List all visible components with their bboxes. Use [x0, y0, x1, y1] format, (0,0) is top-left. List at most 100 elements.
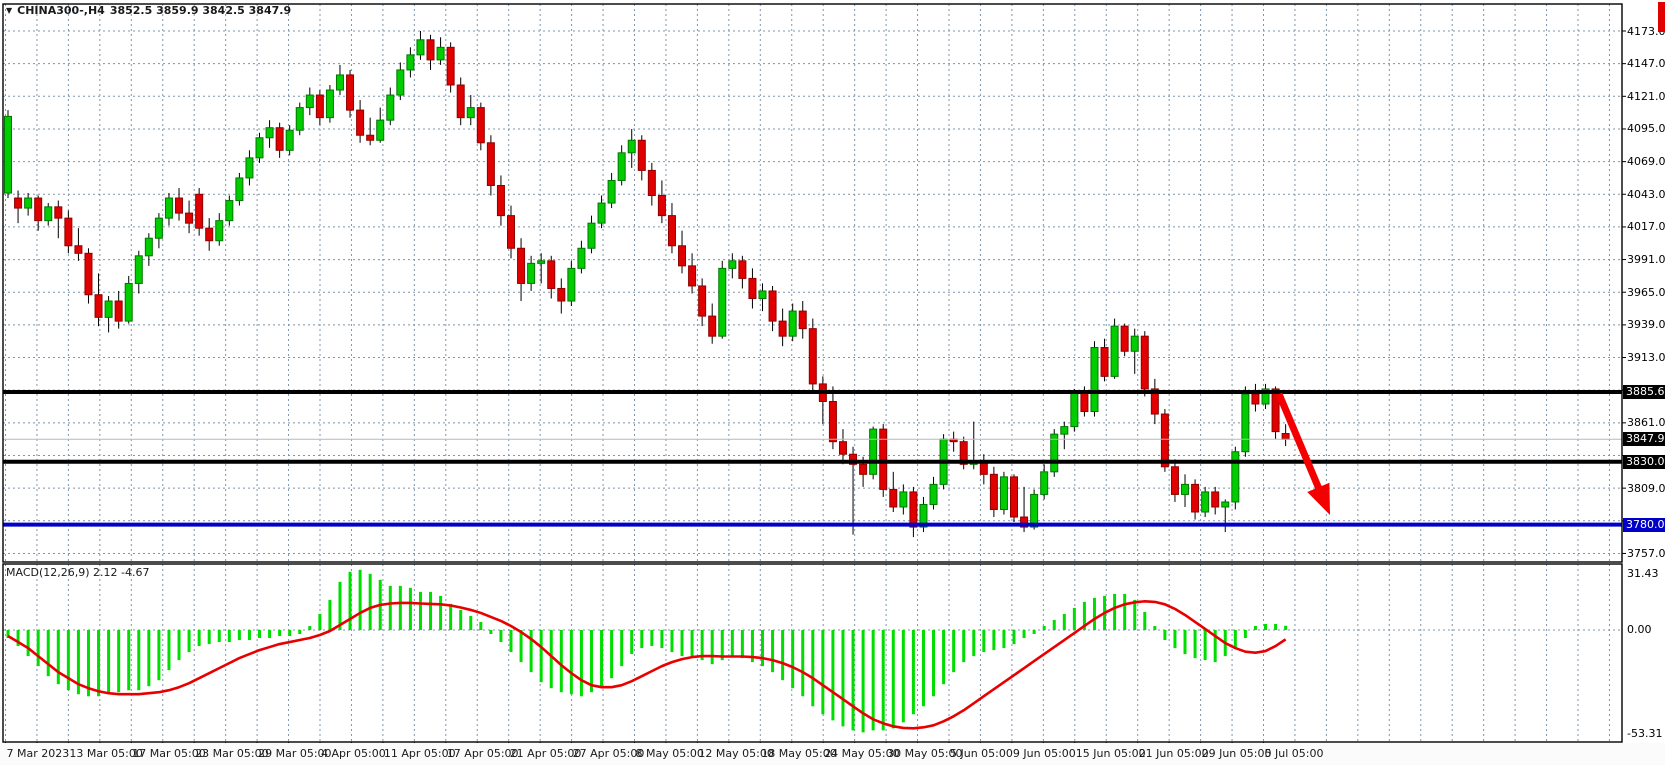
time-axis-label: 13 Mar 05:00 — [69, 747, 143, 760]
candle-body — [1221, 501, 1230, 508]
candle-body — [547, 260, 556, 289]
candle-body — [758, 290, 767, 300]
candle-body — [1080, 390, 1089, 413]
candle-body — [1140, 335, 1149, 390]
candle-body — [1170, 466, 1179, 495]
candle-body — [14, 197, 23, 209]
time-axis-label: 17 Apr 05:00 — [446, 747, 519, 760]
candle-body — [406, 54, 415, 71]
time-axis-label: 17 Mar 05:00 — [132, 747, 206, 760]
candle-body — [1261, 388, 1270, 405]
candle-body — [215, 220, 224, 242]
candle-body — [386, 94, 395, 121]
candle-body — [34, 197, 43, 222]
macd-panel-border — [2, 563, 1623, 743]
price-axis-label: 4043.0 — [1627, 187, 1665, 201]
time-axis-label: 11 Apr 05:00 — [383, 747, 456, 760]
candle-body — [527, 262, 536, 284]
candle-body — [1020, 516, 1029, 528]
candle-body — [738, 260, 747, 279]
candle-body — [245, 157, 254, 179]
macd-axis-zero: 0.00 — [1627, 623, 1652, 636]
time-axis[interactable] — [0, 743, 1665, 765]
candle-body — [84, 252, 93, 296]
candle-body — [1160, 413, 1169, 468]
main-panel-border — [2, 3, 1623, 563]
price-axis-label: 4121.0 — [1627, 89, 1665, 103]
candle-body — [335, 74, 344, 91]
window-corner-marker — [1658, 2, 1665, 32]
candle-body — [366, 134, 375, 141]
time-axis-label: 12 May 05:00 — [698, 747, 774, 760]
candle-body — [235, 177, 244, 202]
macd-axis-max: 31.43 — [1627, 567, 1659, 580]
candle-body — [144, 237, 153, 257]
time-axis-label: 29 Mar 05:00 — [258, 747, 332, 760]
candle-body — [567, 267, 576, 302]
candle-body — [104, 300, 113, 318]
candle-body — [1150, 388, 1159, 415]
price-axis-label: 3861.0 — [1627, 416, 1665, 430]
candle-body — [1241, 393, 1250, 453]
candle-body — [476, 107, 485, 144]
candle-body — [1271, 388, 1280, 433]
candle-body — [999, 476, 1008, 510]
time-axis-label: 30 May 05:00 — [887, 747, 963, 760]
candle-body — [205, 227, 214, 242]
time-axis-label: 27 Apr 05:00 — [572, 747, 645, 760]
price-badge: 3780.0 — [1623, 517, 1665, 532]
candle-body — [376, 119, 385, 141]
trend-arrow-shaft — [1275, 392, 1324, 495]
symbol-dropdown-icon[interactable]: ▼ — [6, 6, 13, 15]
price-axis-label: 3939.0 — [1627, 318, 1665, 332]
candle-body — [647, 169, 656, 197]
candle-body — [436, 46, 445, 61]
time-axis-label: 7 Mar 2023 — [6, 747, 70, 760]
candle-body — [1181, 483, 1190, 495]
candle-body — [859, 463, 868, 475]
time-axis-label: 18 May 05:00 — [761, 747, 837, 760]
candle-body — [1090, 346, 1099, 413]
candle-body — [909, 491, 918, 528]
candle-body — [1120, 325, 1129, 352]
candle-body — [688, 265, 697, 287]
candle-body — [356, 109, 365, 136]
time-axis-label: 15 Jun 05:00 — [1075, 747, 1146, 760]
trend-arrow-head — [1307, 482, 1330, 515]
time-axis-label: 24 May 05:00 — [824, 747, 900, 760]
time-axis-label: 21 Apr 05:00 — [509, 747, 582, 760]
candle-body — [1110, 325, 1119, 377]
time-axis-label: 23 Mar 05:00 — [195, 747, 269, 760]
candle-body — [24, 197, 33, 209]
candle-body — [315, 94, 324, 119]
candle-body — [346, 74, 355, 111]
candle-body — [195, 193, 204, 229]
candle-body — [456, 84, 465, 119]
candle-body — [396, 69, 405, 96]
candle-body — [446, 46, 455, 86]
candle-body — [577, 247, 586, 269]
candle-body — [748, 277, 757, 300]
price-axis-label: 3809.0 — [1627, 481, 1665, 495]
candle-body — [1010, 476, 1018, 518]
time-axis-label: 9 Jun 05:00 — [1012, 747, 1076, 760]
candle-body — [154, 217, 163, 239]
time-axis-label: 5 Jul 05:00 — [1264, 747, 1324, 760]
candle-body — [496, 184, 505, 217]
candle-body — [175, 197, 184, 214]
candle-body — [265, 127, 274, 139]
macd-signal-line — [7, 599, 1287, 730]
candle-body — [1251, 393, 1260, 405]
candle-body — [1191, 483, 1200, 513]
price-axis-label: 3991.0 — [1627, 253, 1665, 267]
price-axis-label: 4173.0 — [1627, 24, 1665, 38]
symbol-ohlc-title: ▼ CHINA300-,H4 3852.5 3859.9 3842.5 3847… — [6, 4, 291, 17]
candle-body — [1281, 433, 1290, 440]
candle-body — [798, 310, 807, 330]
candle-body — [587, 222, 596, 249]
candle-body — [134, 255, 143, 284]
candle-body — [919, 503, 928, 528]
candle-body — [808, 328, 817, 385]
price-axis-label: 4147.0 — [1627, 57, 1665, 71]
